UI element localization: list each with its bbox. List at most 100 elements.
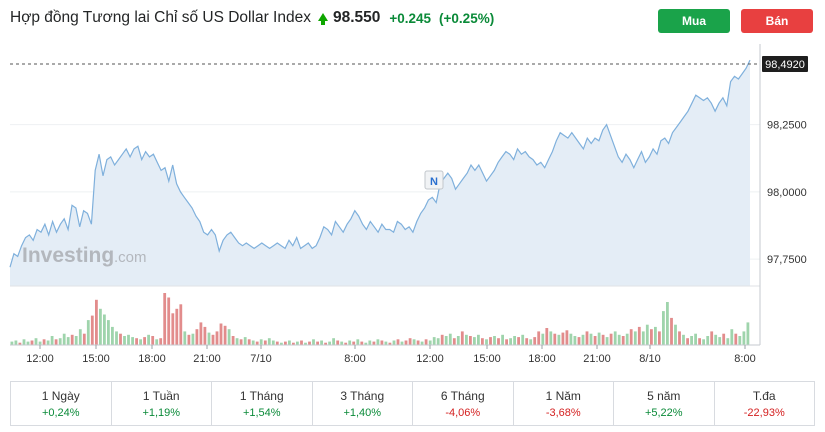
volume-bar — [267, 338, 271, 345]
volume-bar — [565, 330, 569, 345]
volume-bar — [637, 326, 641, 345]
volume-bar — [107, 320, 110, 345]
volume-bar — [135, 338, 138, 345]
volume-bar — [312, 339, 315, 345]
volume-bar — [191, 333, 195, 345]
period-cell[interactable]: T.đa -22,93% — [715, 382, 815, 425]
volume-bar — [86, 320, 90, 345]
period-cell[interactable]: 3 Tháng +1,40% — [313, 382, 413, 425]
volume-bar — [284, 341, 287, 345]
volume-bar — [710, 331, 714, 345]
volume-bar — [714, 334, 718, 345]
volume-bar — [332, 338, 335, 345]
volume-bar — [316, 341, 319, 345]
price-chart[interactable]: Investing .com N 98,2500 98,0000 97,7500 1… — [0, 0, 825, 378]
period-change: +5,22% — [644, 406, 683, 419]
volume-bar — [517, 337, 520, 345]
volume-bar — [103, 314, 106, 345]
period-cell[interactable]: 1 Ngày +0,24% — [11, 382, 112, 425]
volume-bar — [473, 337, 476, 345]
volume-bar — [143, 337, 146, 345]
period-cell[interactable]: 5 năm +5,22% — [614, 382, 715, 425]
volume-bar — [718, 337, 722, 345]
volume-bar — [275, 341, 279, 345]
sell-button[interactable]: Bán — [741, 9, 813, 33]
volume-bar — [14, 340, 18, 345]
period-cell[interactable]: 1 Tuần +1,19% — [112, 382, 212, 425]
volume-bar — [662, 311, 665, 345]
instrument-header: Hợp đồng Tương lai Chỉ số US Dollar Inde… — [10, 7, 502, 29]
volume-bar — [207, 332, 211, 345]
period-cell[interactable]: 1 Năm -3,68% — [514, 382, 614, 425]
volume-bar — [376, 339, 380, 345]
volume-bar — [308, 341, 311, 345]
volume-bar — [46, 340, 50, 345]
volume-bar — [95, 299, 98, 345]
volume-bar — [54, 339, 58, 345]
volume-bar — [364, 342, 368, 345]
period-label: 5 năm — [647, 388, 681, 403]
volume-bar — [529, 339, 533, 345]
volume-bar — [231, 336, 235, 345]
volume-bar — [625, 333, 629, 345]
price-line — [9, 59, 751, 268]
volume-bar — [722, 333, 726, 345]
y-tick-label: 97,7500 — [767, 254, 807, 266]
volume-bar — [593, 336, 597, 345]
volume-bar — [621, 336, 625, 345]
volume-bar — [585, 331, 589, 345]
watermark-brand: Investing — [22, 244, 114, 267]
volume-bar — [541, 333, 545, 345]
period-label: 1 Tháng — [239, 388, 284, 403]
volume-bar — [199, 322, 203, 345]
volume-bar — [38, 341, 42, 345]
volume-bar — [175, 308, 179, 345]
volume-bar — [187, 334, 191, 345]
news-marker[interactable]: N — [424, 170, 444, 190]
volume-bar — [734, 333, 738, 345]
volume-bar — [396, 339, 400, 345]
period-cell[interactable]: 1 Tháng +1,54% — [212, 382, 313, 425]
volume-bar — [645, 324, 649, 345]
price-area — [10, 60, 750, 286]
volume-bar — [513, 336, 516, 345]
x-tick-label: 15:00 — [82, 353, 110, 365]
volume-bar — [147, 334, 150, 345]
x-tick-label: 8:00 — [734, 353, 755, 365]
volume-bar — [416, 340, 420, 345]
volume-bar — [420, 341, 424, 345]
current-price-tag: 98,4920 — [762, 56, 808, 72]
volume-bar — [10, 341, 14, 345]
period-label: 3 Tháng — [340, 388, 385, 403]
volume-bar — [163, 293, 167, 345]
volume-bar — [324, 342, 327, 345]
period-label: T.đa — [752, 388, 776, 403]
volume-bar — [179, 304, 183, 345]
volume-bar — [384, 341, 388, 345]
volume-bar — [601, 334, 605, 345]
volume-bar — [460, 331, 464, 345]
volume-bar — [90, 315, 94, 345]
volume-bar — [485, 339, 488, 345]
volume-bar — [58, 338, 62, 345]
volume-bar — [348, 340, 352, 345]
volume-bar — [131, 337, 134, 345]
x-tick-label: 8:00 — [344, 353, 365, 365]
volume-bar — [545, 328, 549, 345]
volume-bar — [444, 336, 448, 345]
volume-bar — [259, 339, 263, 345]
period-change: -4,06% — [445, 406, 481, 419]
price-change-percent: (+0.25%) — [439, 10, 495, 26]
volume-bar — [497, 338, 500, 345]
volume-bar — [533, 337, 537, 345]
x-tick-label: 15:00 — [473, 353, 501, 365]
period-label: 6 Tháng — [440, 388, 485, 403]
buy-button[interactable]: Mua — [658, 9, 730, 33]
period-label: 1 Tuần — [142, 388, 180, 403]
volume-bar — [26, 341, 30, 345]
volume-bar — [404, 340, 408, 345]
period-cell[interactable]: 6 Tháng -4,06% — [413, 382, 514, 425]
volume-bar — [400, 341, 404, 345]
volume-bar — [569, 333, 573, 345]
volume-bar — [211, 334, 215, 345]
